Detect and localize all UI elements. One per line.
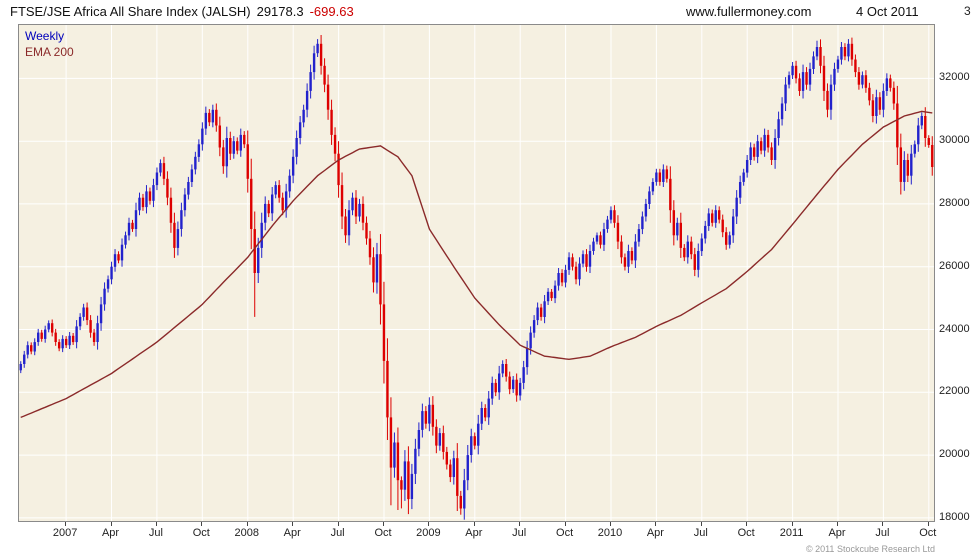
x-tick-label: Oct	[192, 527, 210, 539]
y-tick-label: 24000	[939, 322, 970, 335]
x-tick-label: Jul	[148, 527, 163, 539]
chart-plot-area: Weekly EMA 200	[18, 24, 935, 522]
x-tick-label: Apr	[646, 527, 664, 539]
x-tick-label: Apr	[828, 527, 846, 539]
last-price: 29178.3	[256, 4, 304, 19]
x-tick-mark	[155, 522, 157, 526]
x-tick-mark	[383, 522, 384, 526]
x-tick-label: Jul	[512, 527, 527, 539]
x-tick-mark	[791, 522, 793, 526]
x-tick-label: Oct	[737, 527, 755, 539]
y-tick-label: 18000	[939, 510, 970, 523]
x-tick-mark	[700, 522, 702, 526]
x-tick-label: 2007	[52, 527, 78, 539]
price-change: -699.63	[309, 4, 354, 19]
partial-axis-label: 3	[964, 4, 971, 18]
x-tick-label: 2011	[779, 527, 804, 539]
x-tick-mark	[246, 522, 248, 526]
y-tick-label: 32000	[939, 71, 970, 84]
x-tick-label: Jul	[330, 527, 345, 539]
x-tick-label: Apr	[101, 527, 120, 539]
x-tick-label: Oct	[374, 527, 392, 539]
chart-header: FTSE/JSE Africa All Share Index (JALSH) 2…	[10, 4, 354, 19]
x-tick-label: Oct	[556, 527, 574, 539]
x-tick-mark	[110, 522, 112, 526]
y-tick-label: 28000	[939, 196, 970, 209]
x-tick-mark	[201, 522, 203, 526]
x-tick-label: Jul	[693, 527, 708, 539]
candlestick-chart	[19, 25, 934, 521]
x-tick-label: Jul	[875, 527, 890, 539]
legend-ema-200: EMA 200	[25, 45, 74, 59]
website-text: www.fullermoney.com	[686, 4, 812, 19]
x-tick-label: Apr	[283, 527, 301, 539]
y-tick-label: 30000	[939, 134, 970, 147]
x-tick-mark	[65, 522, 67, 526]
x-tick-mark	[837, 522, 838, 526]
x-tick-mark	[473, 522, 475, 526]
y-tick-label: 26000	[939, 259, 970, 272]
x-tick-mark	[519, 522, 521, 526]
x-tick-mark	[655, 522, 657, 526]
x-tick-mark	[746, 522, 748, 526]
x-tick-mark	[428, 522, 430, 526]
x-tick-label: Oct	[919, 527, 937, 539]
x-tick-mark	[610, 522, 611, 526]
x-tick-mark	[337, 522, 339, 526]
x-tick-mark	[882, 522, 884, 526]
x-tick-label: 2008	[234, 527, 260, 539]
x-tick-mark	[292, 522, 294, 526]
x-tick-mark	[564, 522, 566, 526]
chart-legend: Weekly EMA 200	[25, 28, 74, 60]
x-tick-label: 2009	[416, 527, 441, 539]
copyright-notice: © 2011 Stockcube Research Ltd	[805, 544, 935, 554]
x-tick-label: Apr	[465, 527, 483, 539]
y-tick-label: 22000	[939, 385, 970, 398]
y-tick-label: 20000	[939, 448, 970, 461]
x-tick-label: 2010	[597, 527, 623, 539]
chart-title: FTSE/JSE Africa All Share Index (JALSH)	[10, 4, 251, 19]
chart-date: 4 Oct 2011	[856, 4, 919, 19]
x-tick-mark	[927, 522, 929, 526]
legend-weekly: Weekly	[25, 29, 65, 43]
